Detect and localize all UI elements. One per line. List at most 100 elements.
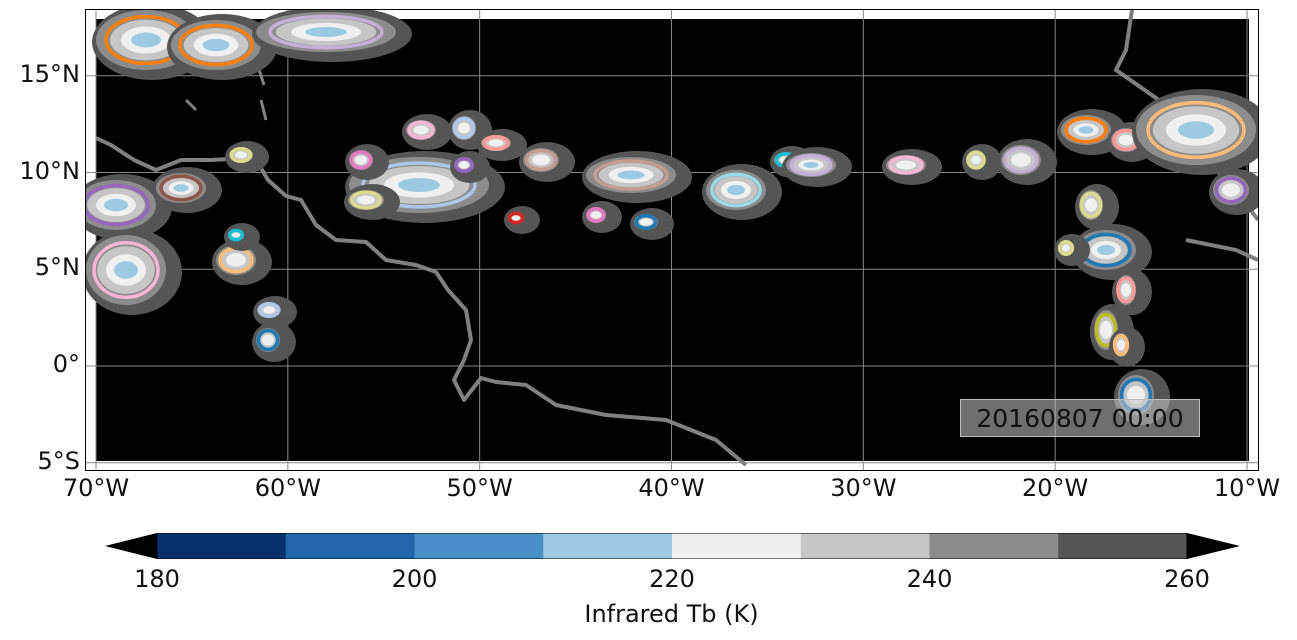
tracked-cell-contour <box>593 159 669 191</box>
lat-tick-label: 5°N <box>34 253 80 282</box>
tracked-cell-contour <box>454 157 474 173</box>
tracked-cell-contour <box>349 150 373 170</box>
lon-tick-label: 50°W <box>446 474 513 502</box>
cloud-cell-core <box>355 155 367 165</box>
colorbar-segment <box>285 533 415 559</box>
tracked-cell-contour <box>1214 176 1248 204</box>
cloud-cell-cold-core <box>617 170 645 180</box>
tracked-cell-contour <box>482 135 510 151</box>
colorbar-tick-label: 180 <box>134 565 180 593</box>
cloud-cell-core <box>488 139 504 147</box>
map-panel <box>85 9 1259 471</box>
colorbar-tick-label: 240 <box>906 565 953 593</box>
cloud-cell-core <box>459 161 469 169</box>
tracked-cell-contour <box>507 211 525 225</box>
colorbar-extend-over <box>1187 533 1240 559</box>
cloud-cell-core <box>1085 198 1097 212</box>
tracked-cell-contour <box>452 116 476 140</box>
tracked-cell-contour <box>789 153 833 177</box>
tracked-cell-contour <box>1116 276 1136 304</box>
cloud-cell-core <box>512 215 520 221</box>
cloud-cell-core <box>262 334 274 346</box>
tracked-cell-contour <box>1146 100 1246 160</box>
cloud-cell-cold-core <box>1097 245 1115 255</box>
lat-tick-label: 10°N <box>19 156 81 185</box>
tracked-cell-contour <box>524 148 558 172</box>
colorbar-outline <box>156 533 1188 559</box>
cloud-cell-core <box>413 125 429 135</box>
colorbar-tick-label: 200 <box>391 565 438 593</box>
map-canvas <box>86 10 1258 470</box>
cloud-cell-core <box>532 154 550 166</box>
colorbar <box>105 533 1240 559</box>
colorbar-tick-label: 220 <box>649 565 695 593</box>
tracked-cell-contour <box>256 328 280 352</box>
lat-tick-label: 5°S <box>37 446 80 475</box>
tracked-cell-contour <box>1064 116 1108 144</box>
cloud-cell-cold-core <box>727 185 745 195</box>
colorbar-segment <box>672 533 802 559</box>
tracked-cell-contour <box>227 228 245 242</box>
lon-tick-label: 40°W <box>638 474 705 502</box>
cloud-cell-core <box>1100 321 1112 339</box>
tracked-cell-contour <box>86 183 150 227</box>
colorbar-tick-label: 260 <box>1164 565 1210 593</box>
lat-tick-label: 15°N <box>19 59 81 88</box>
tracked-cell-contour <box>586 207 606 223</box>
cloud-cell-core <box>640 218 652 226</box>
cloud-cell-core <box>1117 339 1125 351</box>
cloud-cell-core <box>1222 183 1240 197</box>
tracked-cell-contour <box>159 174 203 202</box>
cloud-cell-core <box>971 155 981 165</box>
lon-tick-label: 20°W <box>1022 474 1089 502</box>
cloud-cell-core <box>357 195 375 205</box>
tracked-cell-contour <box>888 155 924 175</box>
cloud-cell-core <box>591 211 601 219</box>
tracked-cell-contour <box>1003 146 1039 174</box>
tracked-cell-contour <box>1057 240 1075 256</box>
colorbar-segment <box>157 533 287 559</box>
tracked-cell-contour <box>634 214 658 230</box>
colorbar-segment <box>414 533 544 559</box>
tracked-cell-contour <box>92 240 160 300</box>
cloud-cell-cold-core <box>104 198 128 212</box>
colorbar-segment <box>800 533 930 559</box>
lat-tick-label: 0° <box>52 350 80 378</box>
lon-tick-label: 70°W <box>62 474 130 502</box>
cloud-cell-core <box>896 160 916 170</box>
cloud-cell-cold-core <box>131 32 161 48</box>
timestamp-label: 20160807 00:00 <box>960 399 1200 437</box>
colorbar-extend-under <box>105 533 157 559</box>
lon-tick-label: 10°W <box>1213 474 1281 502</box>
cloud-cell-core <box>1062 244 1070 252</box>
colorbar-segment <box>543 533 673 559</box>
colorbar-title: Infrared Tb (K) <box>584 600 759 628</box>
cloud-cell-core <box>1118 134 1134 146</box>
cloud-cell-core <box>263 306 275 314</box>
cloud-cell-core <box>458 122 470 134</box>
cloud-cell-cold-core <box>114 261 138 279</box>
tracked-cell-contour <box>1079 191 1103 219</box>
cloud-cell-cold-core <box>398 178 440 192</box>
cloud-cell-cold-core <box>803 162 819 168</box>
tracked-cell-contour <box>1094 312 1118 348</box>
tracked-cell-contour <box>229 147 253 163</box>
lon-tick-label: 60°W <box>254 474 321 502</box>
cloud-cell-cold-core <box>1178 121 1214 139</box>
colorbar-segment <box>929 533 1059 559</box>
tracked-cell-contour <box>268 14 384 50</box>
colorbar-segment <box>1058 533 1188 559</box>
lon-tick-label: 30°W <box>830 474 897 502</box>
cloud-cell-core <box>232 232 240 238</box>
cloud-cell-core <box>226 253 246 267</box>
cloud-cell-cold-core <box>202 38 230 52</box>
cloud-cell-core <box>1121 283 1131 297</box>
cloud-cell-cold-core <box>305 27 347 37</box>
cloud-cell-cold-core <box>1078 126 1094 134</box>
tracked-cell-contour <box>257 302 281 318</box>
tracked-cell-contour <box>407 120 435 140</box>
tracked-cell-contour <box>349 190 383 210</box>
cloud-cell-cold-core <box>173 184 189 192</box>
cloud-cell-core <box>1011 153 1031 167</box>
tracked-cell-contour <box>178 23 254 67</box>
